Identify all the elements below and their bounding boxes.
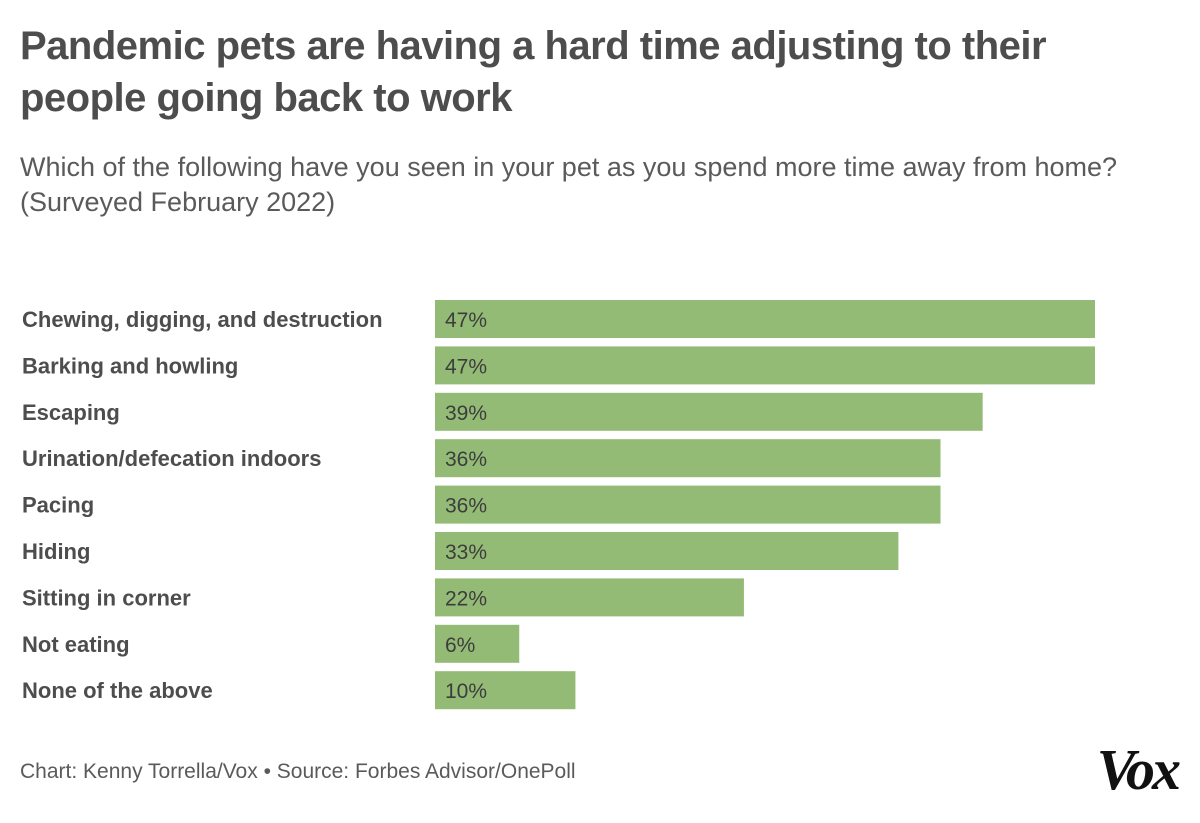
chart-title: Pandemic pets are having a hard time adj…	[20, 24, 1047, 120]
bar-row-none-of-the-above: None of the above 10%	[22, 671, 576, 710]
bar-row-hiding: Hiding 33%	[22, 532, 899, 570]
value-label: 33%	[445, 541, 487, 564]
chart-subtitle: Which of the following have you seen in …	[20, 152, 1118, 217]
bar	[435, 346, 1095, 385]
bar	[435, 671, 576, 710]
category-label: Chewing, digging, and destruction	[22, 307, 383, 332]
bar	[435, 392, 983, 431]
category-label: Not eating	[22, 632, 130, 657]
bar-row-chewing-digging-and-destruction: Chewing, digging, and destruction 47%	[22, 300, 1095, 338]
bar-row-pacing: Pacing 36%	[22, 485, 941, 524]
bar	[435, 439, 941, 478]
value-label: 36%	[445, 448, 487, 471]
bar	[435, 578, 744, 617]
category-label: Pacing	[22, 493, 94, 518]
bar-row-escaping: Escaping 39%	[22, 392, 983, 431]
category-label: None of the above	[22, 678, 213, 703]
vox-logo: Vox	[1096, 737, 1181, 802]
bar	[435, 532, 899, 570]
bar-row-urination-defecation-indoors: Urination/defecation indoors 36%	[22, 439, 941, 478]
value-label: 47%	[445, 309, 487, 332]
chart-credit: Chart: Kenny Torrella/Vox • Source: Forb…	[20, 760, 576, 783]
value-label: 47%	[445, 355, 487, 378]
category-label: Urination/defecation indoors	[22, 446, 321, 471]
bar	[435, 300, 1095, 338]
bar-chart: Chewing, digging, and destruction 47%Bark…	[22, 300, 1095, 710]
value-label: 6%	[445, 634, 475, 657]
bar-row-not-eating: Not eating 6%	[22, 624, 520, 663]
category-label: Escaping	[22, 400, 120, 425]
value-label: 36%	[445, 495, 487, 518]
bar-row-sitting-in-corner: Sitting in corner 22%	[22, 578, 744, 617]
value-label: 10%	[445, 680, 487, 703]
value-label: 39%	[445, 402, 487, 425]
category-label: Sitting in corner	[22, 585, 191, 610]
value-label: 22%	[445, 587, 487, 610]
category-label: Barking and howling	[22, 353, 238, 378]
category-label: Hiding	[22, 539, 90, 564]
bar	[435, 624, 520, 663]
bar	[435, 485, 941, 524]
bar-row-barking-and-howling: Barking and howling 47%	[22, 346, 1095, 385]
